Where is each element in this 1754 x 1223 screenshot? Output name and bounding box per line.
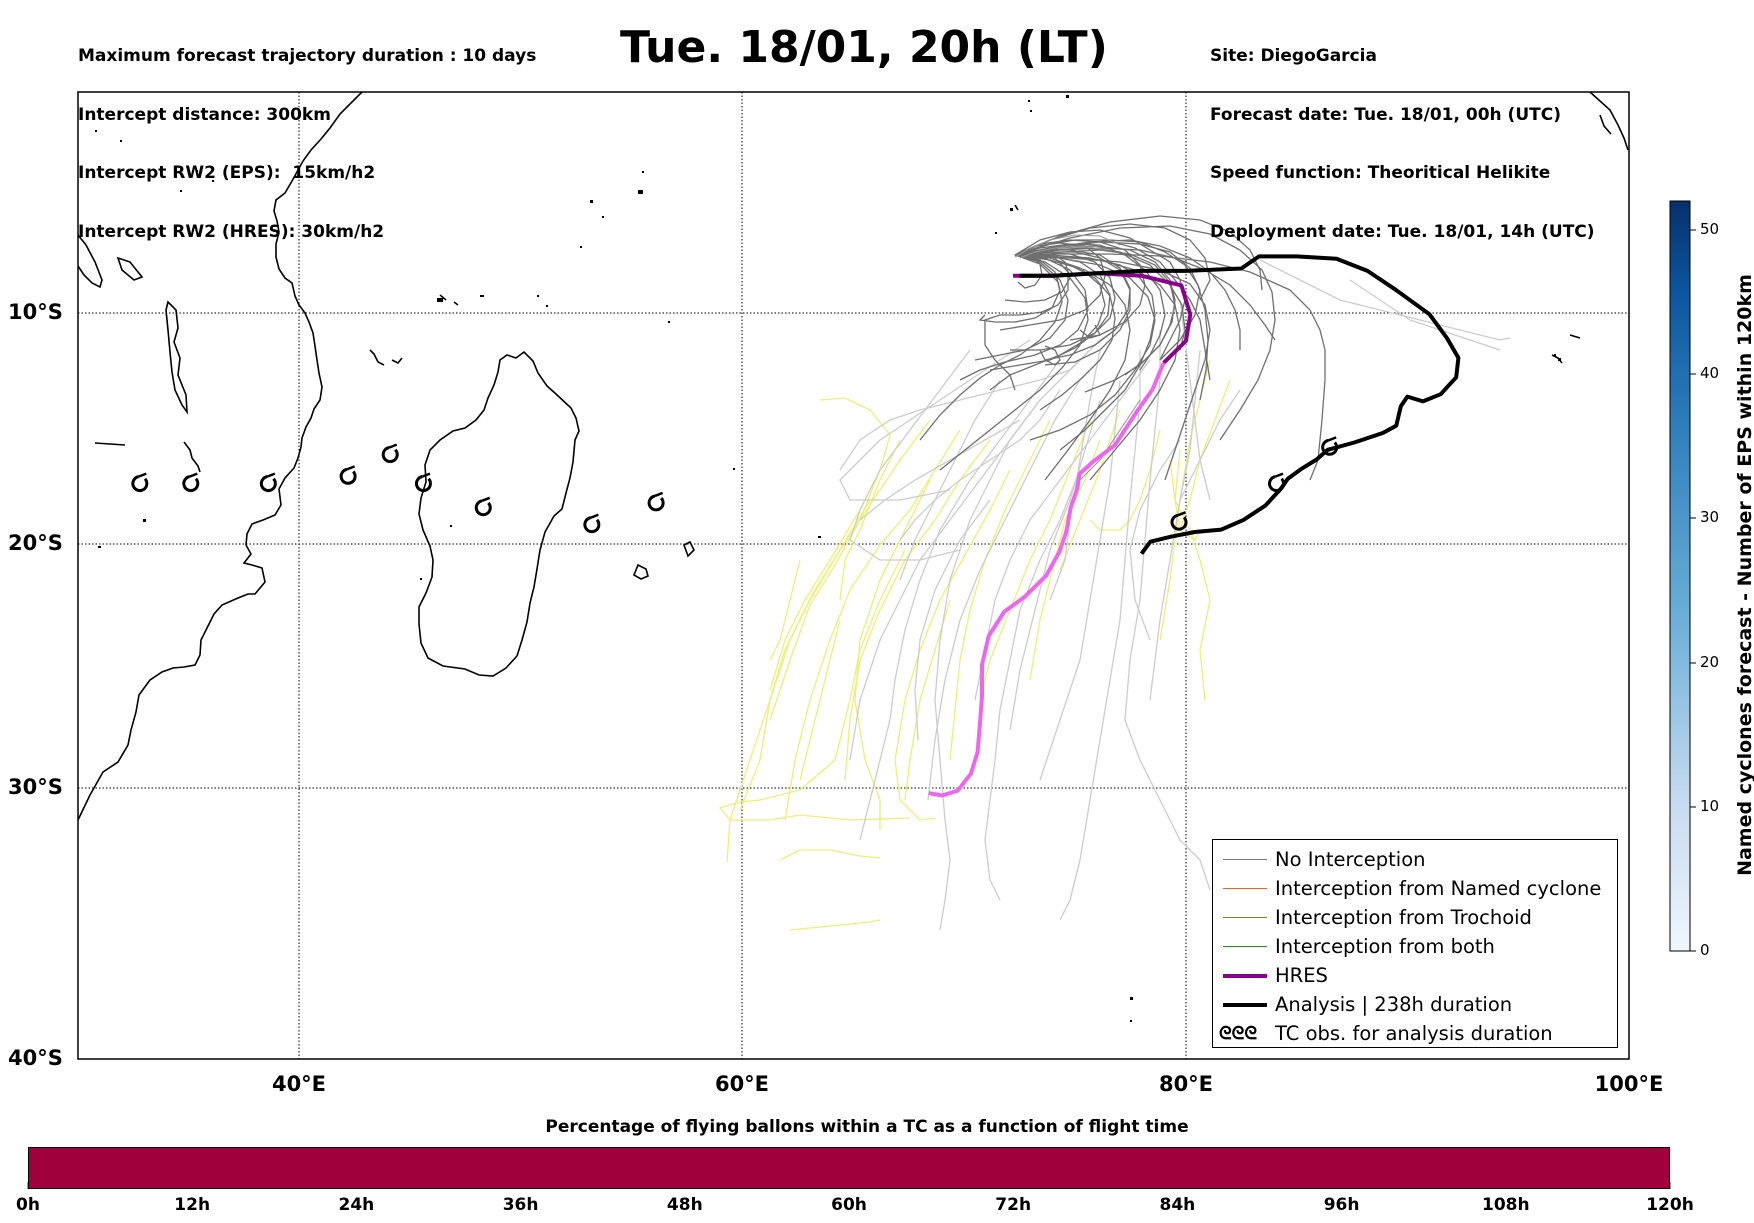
header-speed-function: Speed function: Theoritical Helikite: [1210, 163, 1551, 183]
lat-label-40s: 40°S: [8, 1046, 63, 1070]
lat-label-30s: 30°S: [8, 775, 63, 799]
legend-swatch: [1223, 888, 1267, 889]
legend-label: Interception from Named cyclone: [1275, 877, 1602, 900]
analysis-track: [1019, 254, 1461, 555]
time-bar-label: 0h: [16, 1195, 40, 1215]
colorbar-ticks: [1690, 229, 1696, 952]
lon-label-80e: 80°E: [1158, 1072, 1214, 1096]
cyclone-symbol-icon: [1170, 511, 1188, 531]
time-bar-label: 120h: [1646, 1195, 1694, 1215]
header-right: Site: DiegoGarcia Forecast date: Tue. 18…: [1210, 8, 1595, 262]
legend-item-trochoid: Interception from Trochoid: [1213, 906, 1617, 930]
lon-label-40e: 40°E: [271, 1072, 327, 1096]
legend-label: Analysis | 238h duration: [1275, 993, 1513, 1016]
small-islands: [95, 95, 1561, 1022]
header-intercept-distance: Intercept distance: 300km: [78, 104, 331, 125]
cyclone-symbol-icon: [474, 496, 492, 517]
cyclone-symbol-icon: [259, 472, 277, 492]
time-bar-label: 60h: [831, 1195, 867, 1215]
cyclone-symbol-icon: [381, 443, 399, 463]
time-bar: [28, 1147, 1670, 1189]
cyclone-symbol-icon: [583, 513, 601, 534]
cyclone-symbol-icon: [415, 472, 432, 492]
hres-track-late: [928, 362, 1166, 798]
colorbar-title: Named cyclones forecast - Number of EPS …: [1734, 274, 1754, 876]
cyclone-symbol-icon: [1321, 436, 1339, 456]
cyclone-symbol-icon: ᘓᘓᘓ: [1219, 1023, 1258, 1044]
map-frame: [77, 91, 1630, 1060]
header-deployment-date: Deployment date: Tue. 18/01, 14h (UTC): [1210, 221, 1595, 242]
legend-label: HRES: [1275, 964, 1328, 987]
legend-swatch: [1223, 1003, 1267, 1007]
legend-swatch: [1223, 917, 1267, 918]
legend-swatch: [1223, 974, 1267, 978]
graticule: [78, 92, 1629, 1059]
time-bar-label: 24h: [338, 1195, 375, 1215]
lon-label-100e: 100°E: [1594, 1072, 1664, 1096]
colorbar-tick-30: 30: [1700, 508, 1720, 526]
tc-symbols: [131, 436, 1339, 534]
header-site: Site: DiegoGarcia: [1210, 46, 1377, 66]
eps-near-site-spaghetti: [1014, 234, 1141, 481]
time-bar-label: 108h: [1482, 1195, 1530, 1215]
time-bar-label: 84h: [1159, 1195, 1196, 1215]
legend-item-both: Interception from both: [1213, 935, 1617, 959]
legend-label: TC obs. for analysis duration: [1275, 1022, 1553, 1045]
header-forecast-date: Forecast date: Tue. 18/01, 00h (UTC): [1210, 104, 1561, 125]
legend-label: No Interception: [1275, 848, 1426, 871]
legend-swatch: [1223, 859, 1267, 860]
map-plot-area: [78, 92, 1629, 1059]
colorbar: [1669, 200, 1691, 952]
time-bar-label: 48h: [666, 1195, 703, 1215]
cyclone-symbol-icon: [647, 491, 665, 512]
colorbar-tick-50: 50: [1700, 220, 1720, 238]
colorbar-tick-0: 0: [1700, 941, 1710, 959]
legend-item-analysis: Analysis | 238h duration: [1213, 993, 1617, 1017]
lon-label-60e: 60°E: [714, 1072, 770, 1096]
coastline: [78, 92, 1629, 821]
legend-swatch: [1223, 946, 1267, 947]
lat-label-10s: 10°S: [8, 300, 63, 324]
cyclone-symbol-icon: [131, 472, 149, 492]
legend-item-tc-obs: ᘓᘓᘓ TC obs. for analysis duration: [1213, 1022, 1617, 1046]
time-bar-label: 96h: [1323, 1195, 1360, 1215]
legend-label: Interception from both: [1275, 935, 1495, 958]
main-title: Tue. 18/01, 20h (LT): [620, 22, 1108, 73]
time-bar-label: 36h: [502, 1195, 539, 1215]
header-max-duration: Maximum forecast trajectory duration : 1…: [78, 46, 537, 66]
legend-label: Interception from Trochoid: [1275, 906, 1532, 929]
header-left: Maximum forecast trajectory duration : 1…: [78, 8, 536, 262]
time-bar-label: 12h: [174, 1195, 211, 1215]
colorbar-tick-20: 20: [1700, 653, 1720, 671]
legend-item-no-interception: No Interception: [1213, 848, 1617, 872]
eps-no-interception-trajectories: [919, 215, 1326, 481]
legend-item-hres: HRES: [1213, 964, 1617, 988]
legend-item-named-cyclone: Interception from Named cyclone: [1213, 877, 1617, 901]
header-intercept-hres: Intercept RW2 (HRES): 30km/h2: [78, 221, 385, 242]
cyclone-symbol-icon: [182, 472, 200, 492]
cyclone-symbol-icon: [339, 465, 357, 485]
lat-label-20s: 20°S: [8, 531, 63, 555]
legend: No Interception Interception from Named …: [1212, 839, 1618, 1048]
header-intercept-eps: Intercept RW2 (EPS): 15km/h2: [78, 163, 376, 183]
colorbar-tick-10: 10: [1700, 797, 1720, 815]
time-bar-label: 72h: [995, 1195, 1032, 1215]
cyclone-symbol-icon: [1268, 472, 1285, 492]
colorbar-tick-40: 40: [1700, 364, 1720, 382]
time-bar-title: Percentage of flying ballons within a TC…: [545, 1117, 1189, 1137]
